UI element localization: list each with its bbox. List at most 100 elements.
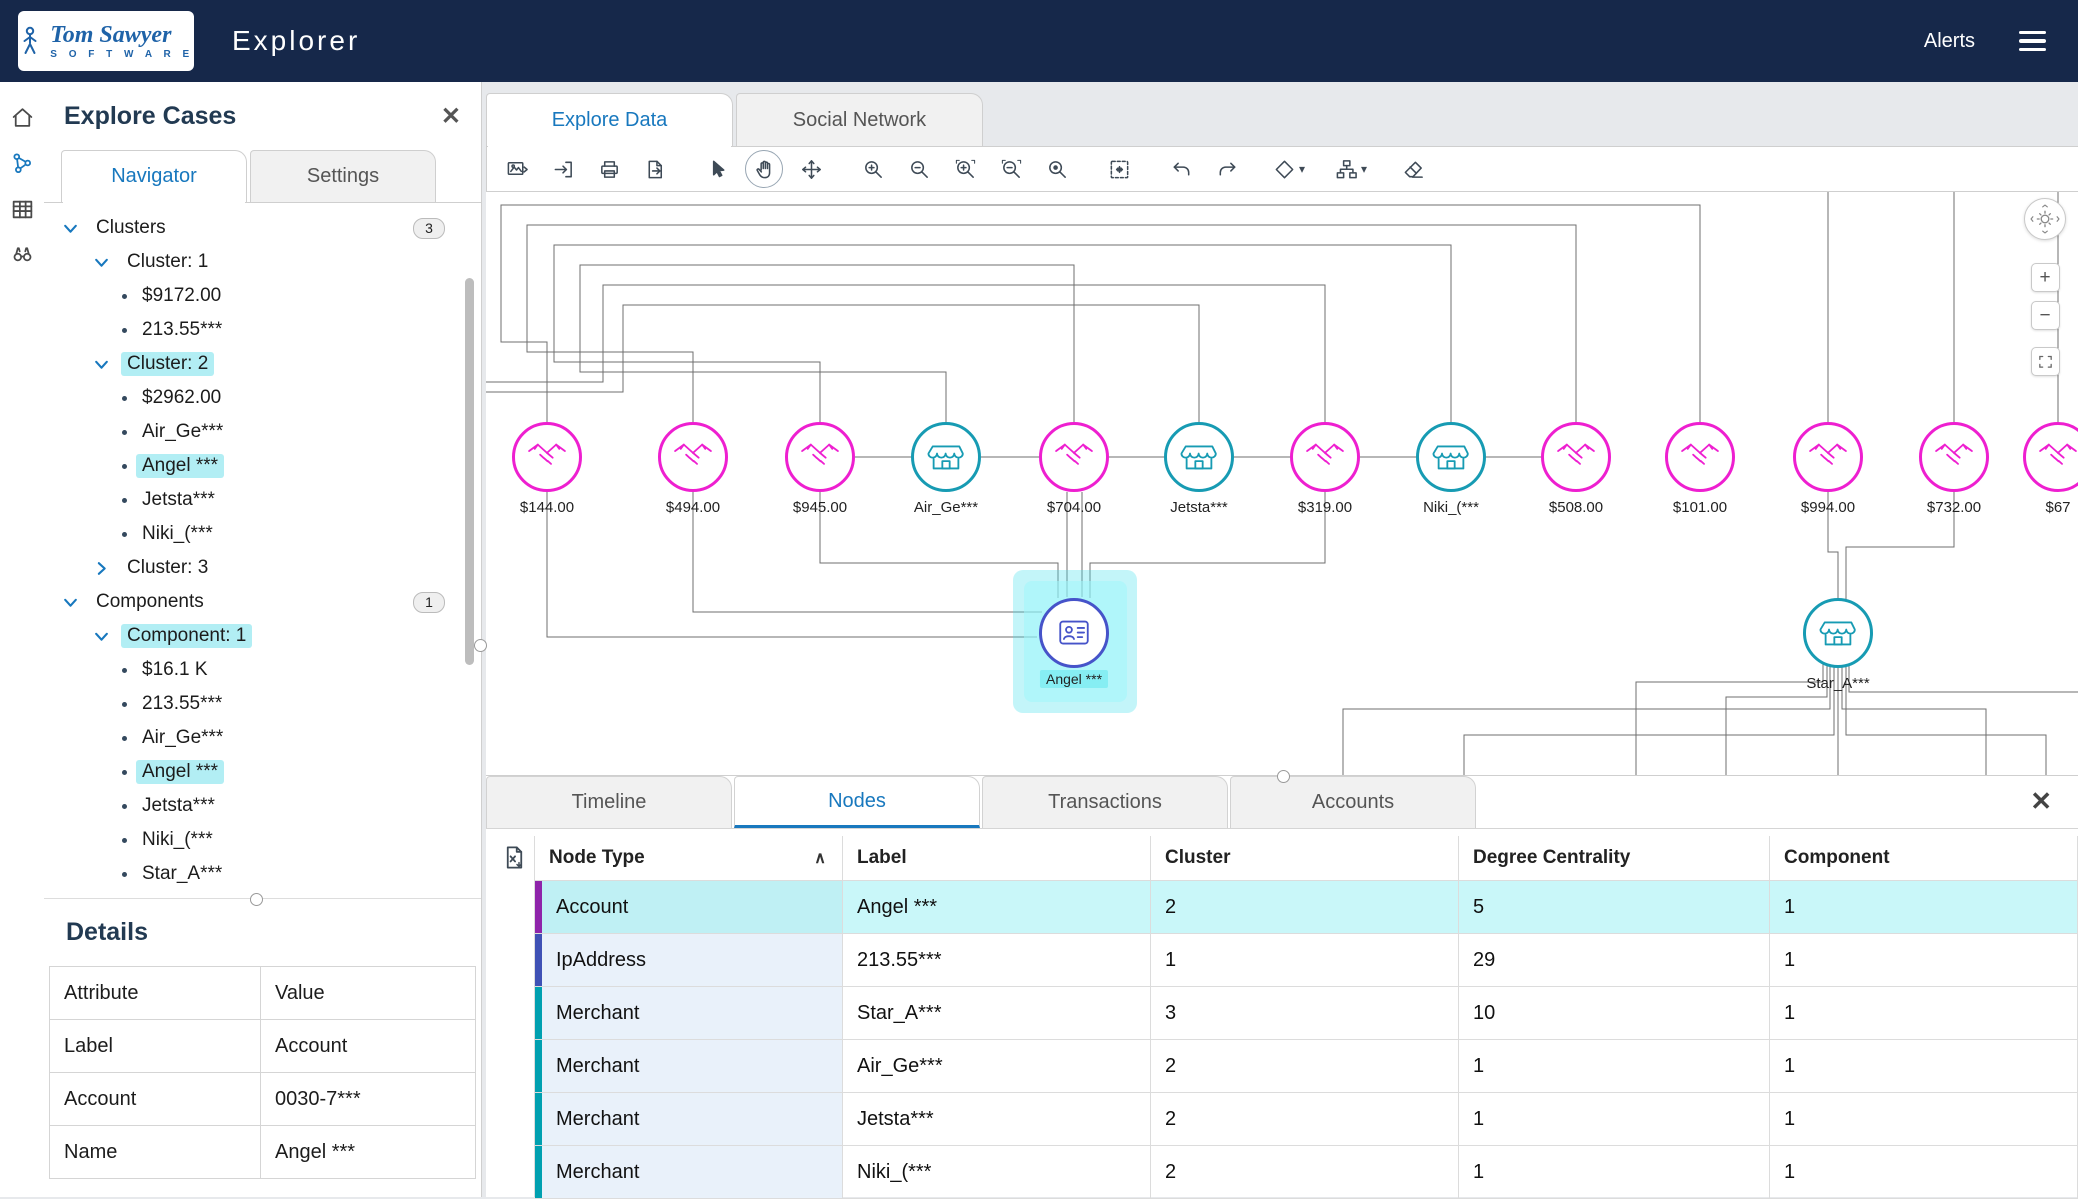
- menu-icon[interactable]: [2019, 31, 2046, 52]
- graph-node-account[interactable]: [1039, 598, 1109, 668]
- tree-item[interactable]: 213.55***: [44, 313, 481, 347]
- orientation-widget[interactable]: [2024, 198, 2066, 240]
- graph-node-transaction[interactable]: [1793, 422, 1863, 492]
- chevron-down-icon[interactable]: [93, 254, 110, 271]
- tree-item-label[interactable]: Star_A***: [136, 862, 228, 886]
- redo-button[interactable]: [1209, 151, 1245, 187]
- tab-social-network[interactable]: Social Network: [736, 93, 983, 146]
- graph-canvas[interactable]: +− $144.00$494.00$945.00Air_Ge***$704.00…: [486, 192, 2078, 775]
- column-header[interactable]: Label: [843, 836, 1151, 880]
- graph-node-transaction[interactable]: [1290, 422, 1360, 492]
- tree-item-label[interactable]: Cluster: 1: [121, 250, 214, 274]
- tree-item-label[interactable]: $2962.00: [136, 386, 227, 410]
- pan-button[interactable]: [745, 150, 783, 188]
- tree-item[interactable]: Cluster: 1: [44, 245, 481, 279]
- tree-item[interactable]: $2962.00: [44, 381, 481, 415]
- tree-item[interactable]: $9172.00: [44, 279, 481, 313]
- tab-nodes[interactable]: Nodes: [734, 776, 980, 828]
- clear-button[interactable]: [1395, 151, 1431, 187]
- zoom-out-button[interactable]: [901, 151, 937, 187]
- sort-asc-icon[interactable]: ∧: [814, 848, 826, 868]
- tree-item-label[interactable]: Clusters: [90, 216, 172, 240]
- search-icon[interactable]: [7, 240, 37, 270]
- tab-settings[interactable]: Settings: [250, 150, 436, 202]
- close-icon[interactable]: ✕: [2030, 786, 2052, 817]
- table-row[interactable]: MerchantNiki_(***211: [535, 1146, 2078, 1199]
- tree-item-label[interactable]: 213.55***: [136, 692, 228, 716]
- fit-view-button[interactable]: [2031, 347, 2060, 376]
- tree-item-label[interactable]: Niki_(***: [136, 828, 219, 852]
- graph-node-transaction[interactable]: [658, 422, 728, 492]
- undo-button[interactable]: [1163, 151, 1199, 187]
- graph-node-transaction[interactable]: [1541, 422, 1611, 492]
- dropdown-caret-icon[interactable]: ▾: [1299, 162, 1305, 176]
- explore-tree-icon[interactable]: [7, 148, 37, 178]
- tree-item[interactable]: Cluster: 3: [44, 551, 481, 585]
- tab-explore-data[interactable]: Explore Data: [486, 93, 733, 146]
- chevron-down-icon[interactable]: [62, 594, 79, 611]
- graph-node-merchant[interactable]: [911, 422, 981, 492]
- page-export-button[interactable]: [637, 151, 673, 187]
- dropdown-caret-icon[interactable]: ▾: [1361, 162, 1367, 176]
- export-button[interactable]: [545, 151, 581, 187]
- chevron-down-icon[interactable]: [93, 628, 110, 645]
- graph-node-transaction[interactable]: [512, 422, 582, 492]
- graph-node-merchant[interactable]: [1803, 598, 1873, 668]
- tree-item-label[interactable]: Components: [90, 590, 210, 614]
- tab-accounts[interactable]: Accounts: [1230, 776, 1476, 828]
- tree-item[interactable]: Angel ***: [44, 449, 481, 483]
- table-row[interactable]: MerchantStar_A***3101: [535, 987, 2078, 1040]
- layout-style-button[interactable]: ▾: [1333, 151, 1369, 187]
- tree-item[interactable]: Star_A***: [44, 857, 481, 891]
- tree-item[interactable]: Components1: [44, 585, 481, 619]
- data-table-icon[interactable]: [7, 194, 37, 224]
- tree-item[interactable]: Jetsta***: [44, 789, 481, 823]
- tree-item-label[interactable]: $9172.00: [136, 284, 227, 308]
- tom-sawyer-logo[interactable]: Tom Sawyer S O F T W A R E: [18, 11, 194, 71]
- column-header[interactable]: Node Type∧: [535, 836, 843, 880]
- zoom-out-button[interactable]: −: [2031, 301, 2060, 330]
- close-icon[interactable]: ✕: [441, 102, 461, 131]
- table-row[interactable]: AccountAngel ***251: [535, 881, 2078, 934]
- chevron-down-icon[interactable]: [62, 220, 79, 237]
- move-button[interactable]: [793, 151, 829, 187]
- tree-item[interactable]: Niki_(***: [44, 823, 481, 857]
- panel-resize-handle[interactable]: [474, 639, 487, 652]
- table-row[interactable]: MerchantAir_Ge***211: [535, 1040, 2078, 1093]
- tree-item[interactable]: Cluster: 2: [44, 347, 481, 381]
- graph-node-transaction[interactable]: [1039, 422, 1109, 492]
- tree-item-label[interactable]: Air_Ge***: [136, 726, 229, 750]
- graph-node-transaction[interactable]: [785, 422, 855, 492]
- tree-item[interactable]: Jetsta***: [44, 483, 481, 517]
- zoom-in-button[interactable]: [855, 151, 891, 187]
- tree-item-label[interactable]: Angel ***: [136, 454, 224, 478]
- tree-item[interactable]: 213.55***: [44, 687, 481, 721]
- tab-navigator[interactable]: Navigator: [61, 150, 247, 202]
- table-row[interactable]: IpAddress213.55***1291: [535, 934, 2078, 987]
- tree-item[interactable]: $16.1 K: [44, 653, 481, 687]
- zoom-in-button[interactable]: +: [2031, 263, 2060, 292]
- shape-style-button[interactable]: ▾: [1271, 151, 1307, 187]
- fit-graph-button[interactable]: [1101, 151, 1137, 187]
- zoom-selected-button[interactable]: [1039, 151, 1075, 187]
- graph-node-transaction[interactable]: [1919, 422, 1989, 492]
- tab-timeline[interactable]: Timeline: [486, 776, 732, 828]
- table-row[interactable]: MerchantJetsta***211: [535, 1093, 2078, 1146]
- tree-item-label[interactable]: Jetsta***: [136, 488, 221, 512]
- column-header[interactable]: Degree Centrality: [1459, 836, 1770, 880]
- home-icon[interactable]: [7, 102, 37, 132]
- tree-item-label[interactable]: Air_Ge***: [136, 420, 229, 444]
- column-header[interactable]: Component: [1770, 836, 2078, 880]
- tree-item-label[interactable]: $16.1 K: [136, 658, 214, 682]
- tree-item-label[interactable]: 213.55***: [136, 318, 228, 342]
- tree-item[interactable]: Angel ***: [44, 755, 481, 789]
- chevron-right-icon[interactable]: [93, 560, 110, 577]
- tree-item[interactable]: Niki_(***: [44, 517, 481, 551]
- chevron-down-icon[interactable]: [93, 356, 110, 373]
- alerts-button[interactable]: Alerts: [1924, 30, 1975, 53]
- print-button[interactable]: [591, 151, 627, 187]
- tree-item-label[interactable]: Cluster: 2: [121, 352, 214, 376]
- bottom-panel-resize-handle[interactable]: [1277, 770, 1290, 783]
- tree-item[interactable]: Clusters3: [44, 211, 481, 245]
- column-header[interactable]: Cluster: [1151, 836, 1459, 880]
